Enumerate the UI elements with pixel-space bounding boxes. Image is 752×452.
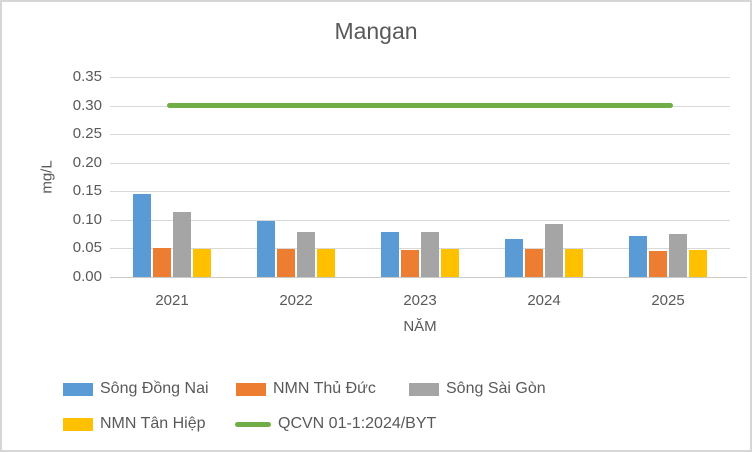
bar-NMN Tân Hiệp — [441, 249, 459, 277]
bar-Sông Đồng Nai — [381, 231, 399, 277]
bar-NMN Tân Hiệp — [565, 249, 583, 277]
bar-NMN Thủ Đức — [525, 249, 543, 277]
plot-area — [110, 77, 747, 278]
bar-Sông Sài Gòn — [421, 231, 439, 277]
bar-NMN Tân Hiệp — [689, 250, 707, 277]
legend-item-song-sai-gon: Sông Sài Gòn — [409, 380, 546, 398]
legend-label: NMN Tân Hiệp — [100, 415, 206, 432]
y-axis-title: mg/L — [38, 160, 56, 194]
legend-swatch-qcvn-line — [235, 421, 271, 427]
legend-swatch-nmn-tan-hiep — [63, 417, 93, 431]
reference-line-qcvn — [167, 103, 673, 109]
legend-item-song-dong-nai: Sông Đồng Nai — [63, 380, 209, 398]
chart-title: Mangan — [334, 18, 418, 44]
x-axis-tick-labels: 2021 2022 2023 2024 2025 — [110, 292, 730, 312]
bar-Sông Sài Gòn — [545, 224, 563, 277]
gridline — [110, 219, 730, 221]
y-axis-tick-label: 0.30 — [72, 96, 102, 114]
y-axis-tick-labels: 0.00 0.05 0.10 0.15 0.20 0.25 0.30 0.35 — [60, 69, 102, 285]
legend-label: Sông Đồng Nai — [100, 380, 209, 397]
y-axis-tick-label: 0.15 — [72, 182, 102, 200]
x-axis-tick-label: 2023 — [403, 292, 437, 309]
legend-label: Sông Sài Gòn — [446, 380, 546, 397]
gridline — [110, 77, 730, 78]
y-axis-tick-label: 0.25 — [72, 125, 102, 143]
legend-swatch-nmn-thu-duc — [236, 382, 266, 396]
legend-swatch-song-dong-nai — [63, 382, 93, 396]
gridline — [110, 248, 730, 250]
legend-swatch-song-sai-gon — [409, 382, 439, 396]
legend-label: NMN Thủ Đức — [273, 380, 376, 397]
y-axis-tick-label: 0.05 — [72, 239, 102, 257]
legend-item-nmn-thu-duc: NMN Thủ Đức — [236, 380, 376, 398]
gridline — [110, 191, 730, 193]
bar-Sông Đồng Nai — [629, 235, 647, 277]
gridline — [110, 134, 730, 136]
y-axis-tick-label: 0.35 — [72, 68, 102, 85]
x-axis-tick-label: 2021 — [155, 292, 189, 309]
x-axis-tick-label: 2025 — [651, 292, 685, 309]
bar-NMN Thủ Đức — [277, 249, 295, 277]
bar-Sông Đồng Nai — [133, 194, 151, 277]
legend-item-qcvn: QCVN 01-1:2024/BYT — [235, 415, 436, 433]
bar-Sông Đồng Nai — [505, 238, 523, 277]
bar-NMN Tân Hiệp — [317, 249, 335, 277]
bar-Sông Sài Gòn — [173, 212, 191, 277]
bar-Sông Đồng Nai — [257, 221, 275, 277]
y-axis-tick-label: 0.20 — [72, 153, 102, 171]
gridline — [110, 277, 747, 278]
bar-NMN Thủ Đức — [153, 248, 171, 277]
bar-NMN Thủ Đức — [401, 249, 419, 277]
x-axis-tick-label: 2024 — [527, 292, 561, 309]
y-axis-tick-label: 0.10 — [72, 210, 102, 228]
y-axis-tick-label: 0.00 — [72, 268, 102, 285]
x-axis-tick-label: 2022 — [279, 292, 313, 309]
bar-NMN Tân Hiệp — [193, 249, 211, 277]
bar-Sông Sài Gòn — [669, 233, 687, 277]
legend-label: QCVN 01-1:2024/BYT — [278, 415, 437, 432]
bar-NMN Thủ Đức — [649, 251, 667, 277]
legend-item-nmn-tan-hiep: NMN Tân Hiệp — [63, 415, 206, 433]
gridline — [110, 162, 730, 164]
bar-Sông Sài Gòn — [297, 231, 315, 277]
x-axis-title: NĂM — [403, 318, 437, 335]
